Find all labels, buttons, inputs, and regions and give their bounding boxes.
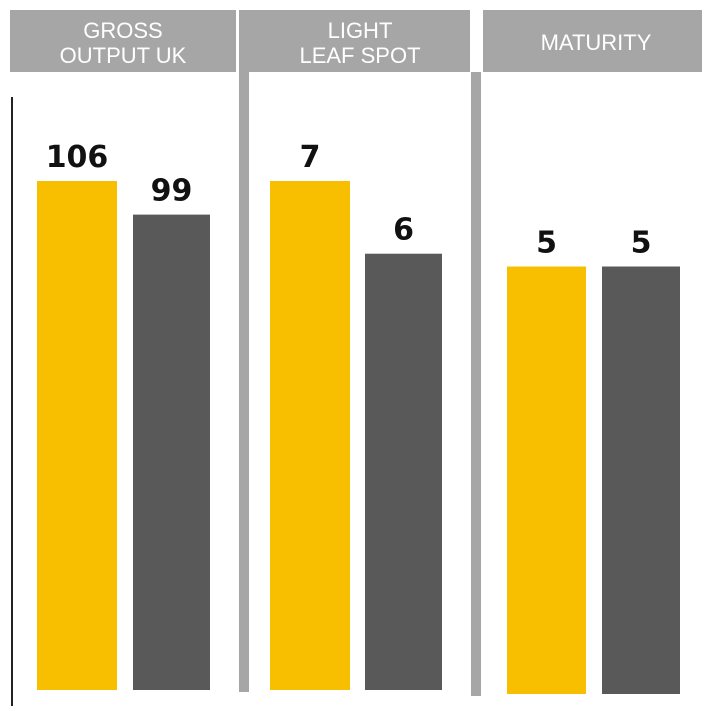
bar-maturity-series-a: [507, 266, 586, 694]
bar-light-leaf-spot-series-b: [365, 253, 442, 690]
data-label: 7: [300, 140, 321, 175]
bar-gross-output-series-a: [37, 181, 117, 690]
data-label: 5: [631, 226, 652, 261]
panel-title-line: LIGHT: [328, 18, 393, 43]
bar-gross-output-series-b: [133, 214, 210, 690]
panel-title-line: GROSS: [83, 18, 162, 43]
panel-header-bg-2: [249, 10, 470, 72]
data-label: 5: [536, 226, 557, 261]
panel-title-line: LEAF SPOT: [299, 43, 420, 68]
data-label: 6: [393, 213, 414, 248]
panel-title-line: OUTPUT UK: [60, 43, 187, 68]
panel-title-line: MATURITY: [541, 30, 652, 55]
panel-header-bg-1: [10, 10, 236, 72]
bar-maturity-series-b: [602, 266, 680, 694]
panel-header-bg-3: [483, 10, 702, 72]
panel-divider: [239, 10, 249, 692]
bar-light-leaf-spot-series-a: [270, 181, 350, 690]
data-label: 106: [46, 140, 109, 175]
panel-divider: [471, 72, 481, 696]
data-label: 99: [151, 174, 193, 209]
